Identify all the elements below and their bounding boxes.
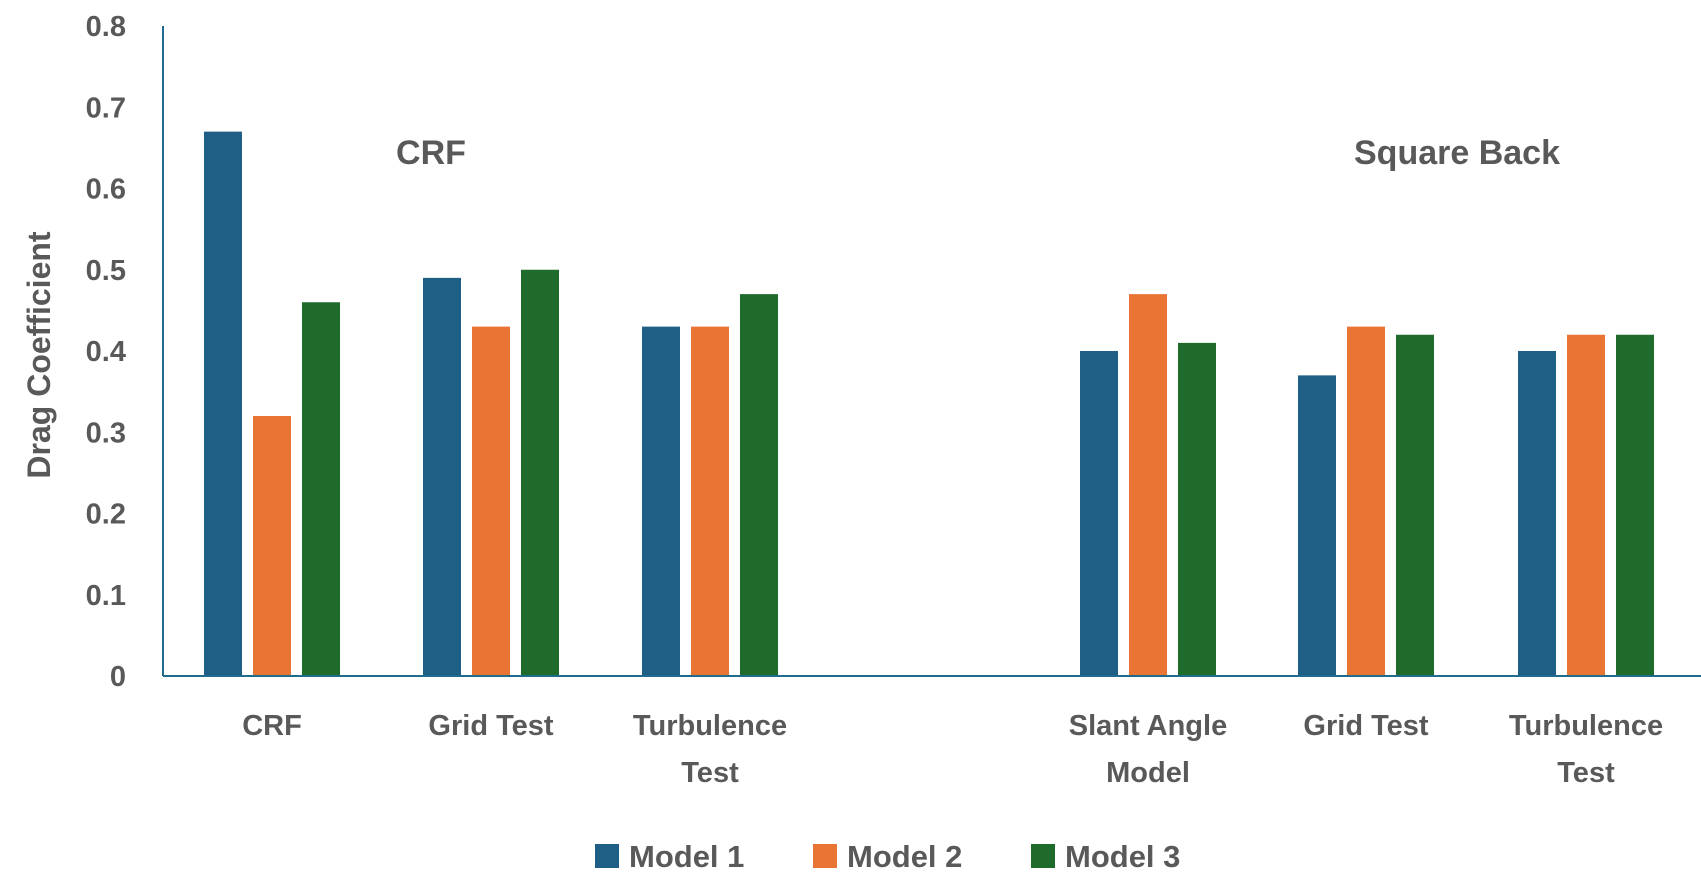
legend-swatch [595,844,619,868]
bar-model-2 [472,326,510,676]
bar-model-2 [1129,294,1167,676]
x-tick-labels: CRF Grid Test Turbulence Test Slant Angle Mod… [242,710,1663,789]
legend-label: Model 1 [629,839,744,874]
bar-model-2 [691,326,729,676]
y-tick-label: 0.8 [86,11,126,43]
legend-swatch [1031,844,1055,868]
bar-model-2 [253,416,291,676]
bar-model-2 [1567,334,1605,676]
legend-swatch [813,844,837,868]
x-tick-label: Grid Test [1303,710,1428,742]
y-tick-label: 0.5 [86,255,126,287]
legend-label: Model 3 [1065,839,1180,874]
legend: Model 1 Model 2 Model 3 [595,839,1180,874]
bar-model-1 [1080,351,1118,676]
bar-model-3 [521,269,559,676]
y-tick-label: 0.2 [86,499,126,531]
y-tick-label: 0.3 [86,417,126,449]
y-tick-labels: 0 0.1 0.2 0.3 0.4 0.5 0.6 0.7 0.8 [86,11,126,693]
legend-label: Model 2 [847,839,962,874]
group-label: CRF [396,134,466,172]
y-tick-label: 0.7 [86,92,126,124]
group-labels: CRF Square Back [396,134,1560,172]
bar-model-3 [740,294,778,676]
bar-model-3 [1396,334,1434,676]
group-label: Square Back [1354,134,1560,172]
x-tick-label: CRF [242,710,302,742]
x-tick-label: Test [1557,757,1615,789]
bar-model-2 [1347,326,1385,676]
y-tick-label: 0 [110,661,126,693]
bar-model-1 [204,131,242,676]
x-tick-label: Turbulence [1509,710,1663,742]
x-tick-label: Test [681,757,739,789]
y-tick-label: 0.1 [86,580,126,612]
bar-model-3 [1616,334,1654,676]
bar-model-3 [1178,342,1216,676]
bar-model-1 [1518,351,1556,676]
y-tick-label: 0.6 [86,174,126,206]
bar-model-3 [302,302,340,676]
x-tick-label: Grid Test [428,710,553,742]
x-tick-label: Slant Angle [1069,710,1227,742]
x-tick-label: Model [1106,757,1190,789]
bar-model-1 [642,326,680,676]
bar-model-1 [1298,375,1336,676]
bar-model-1 [423,277,461,676]
y-axis-title: Drag Coefficient [21,231,57,478]
y-tick-label: 0.4 [86,336,126,368]
x-tick-label: Turbulence [633,710,787,742]
bars [204,131,1654,676]
